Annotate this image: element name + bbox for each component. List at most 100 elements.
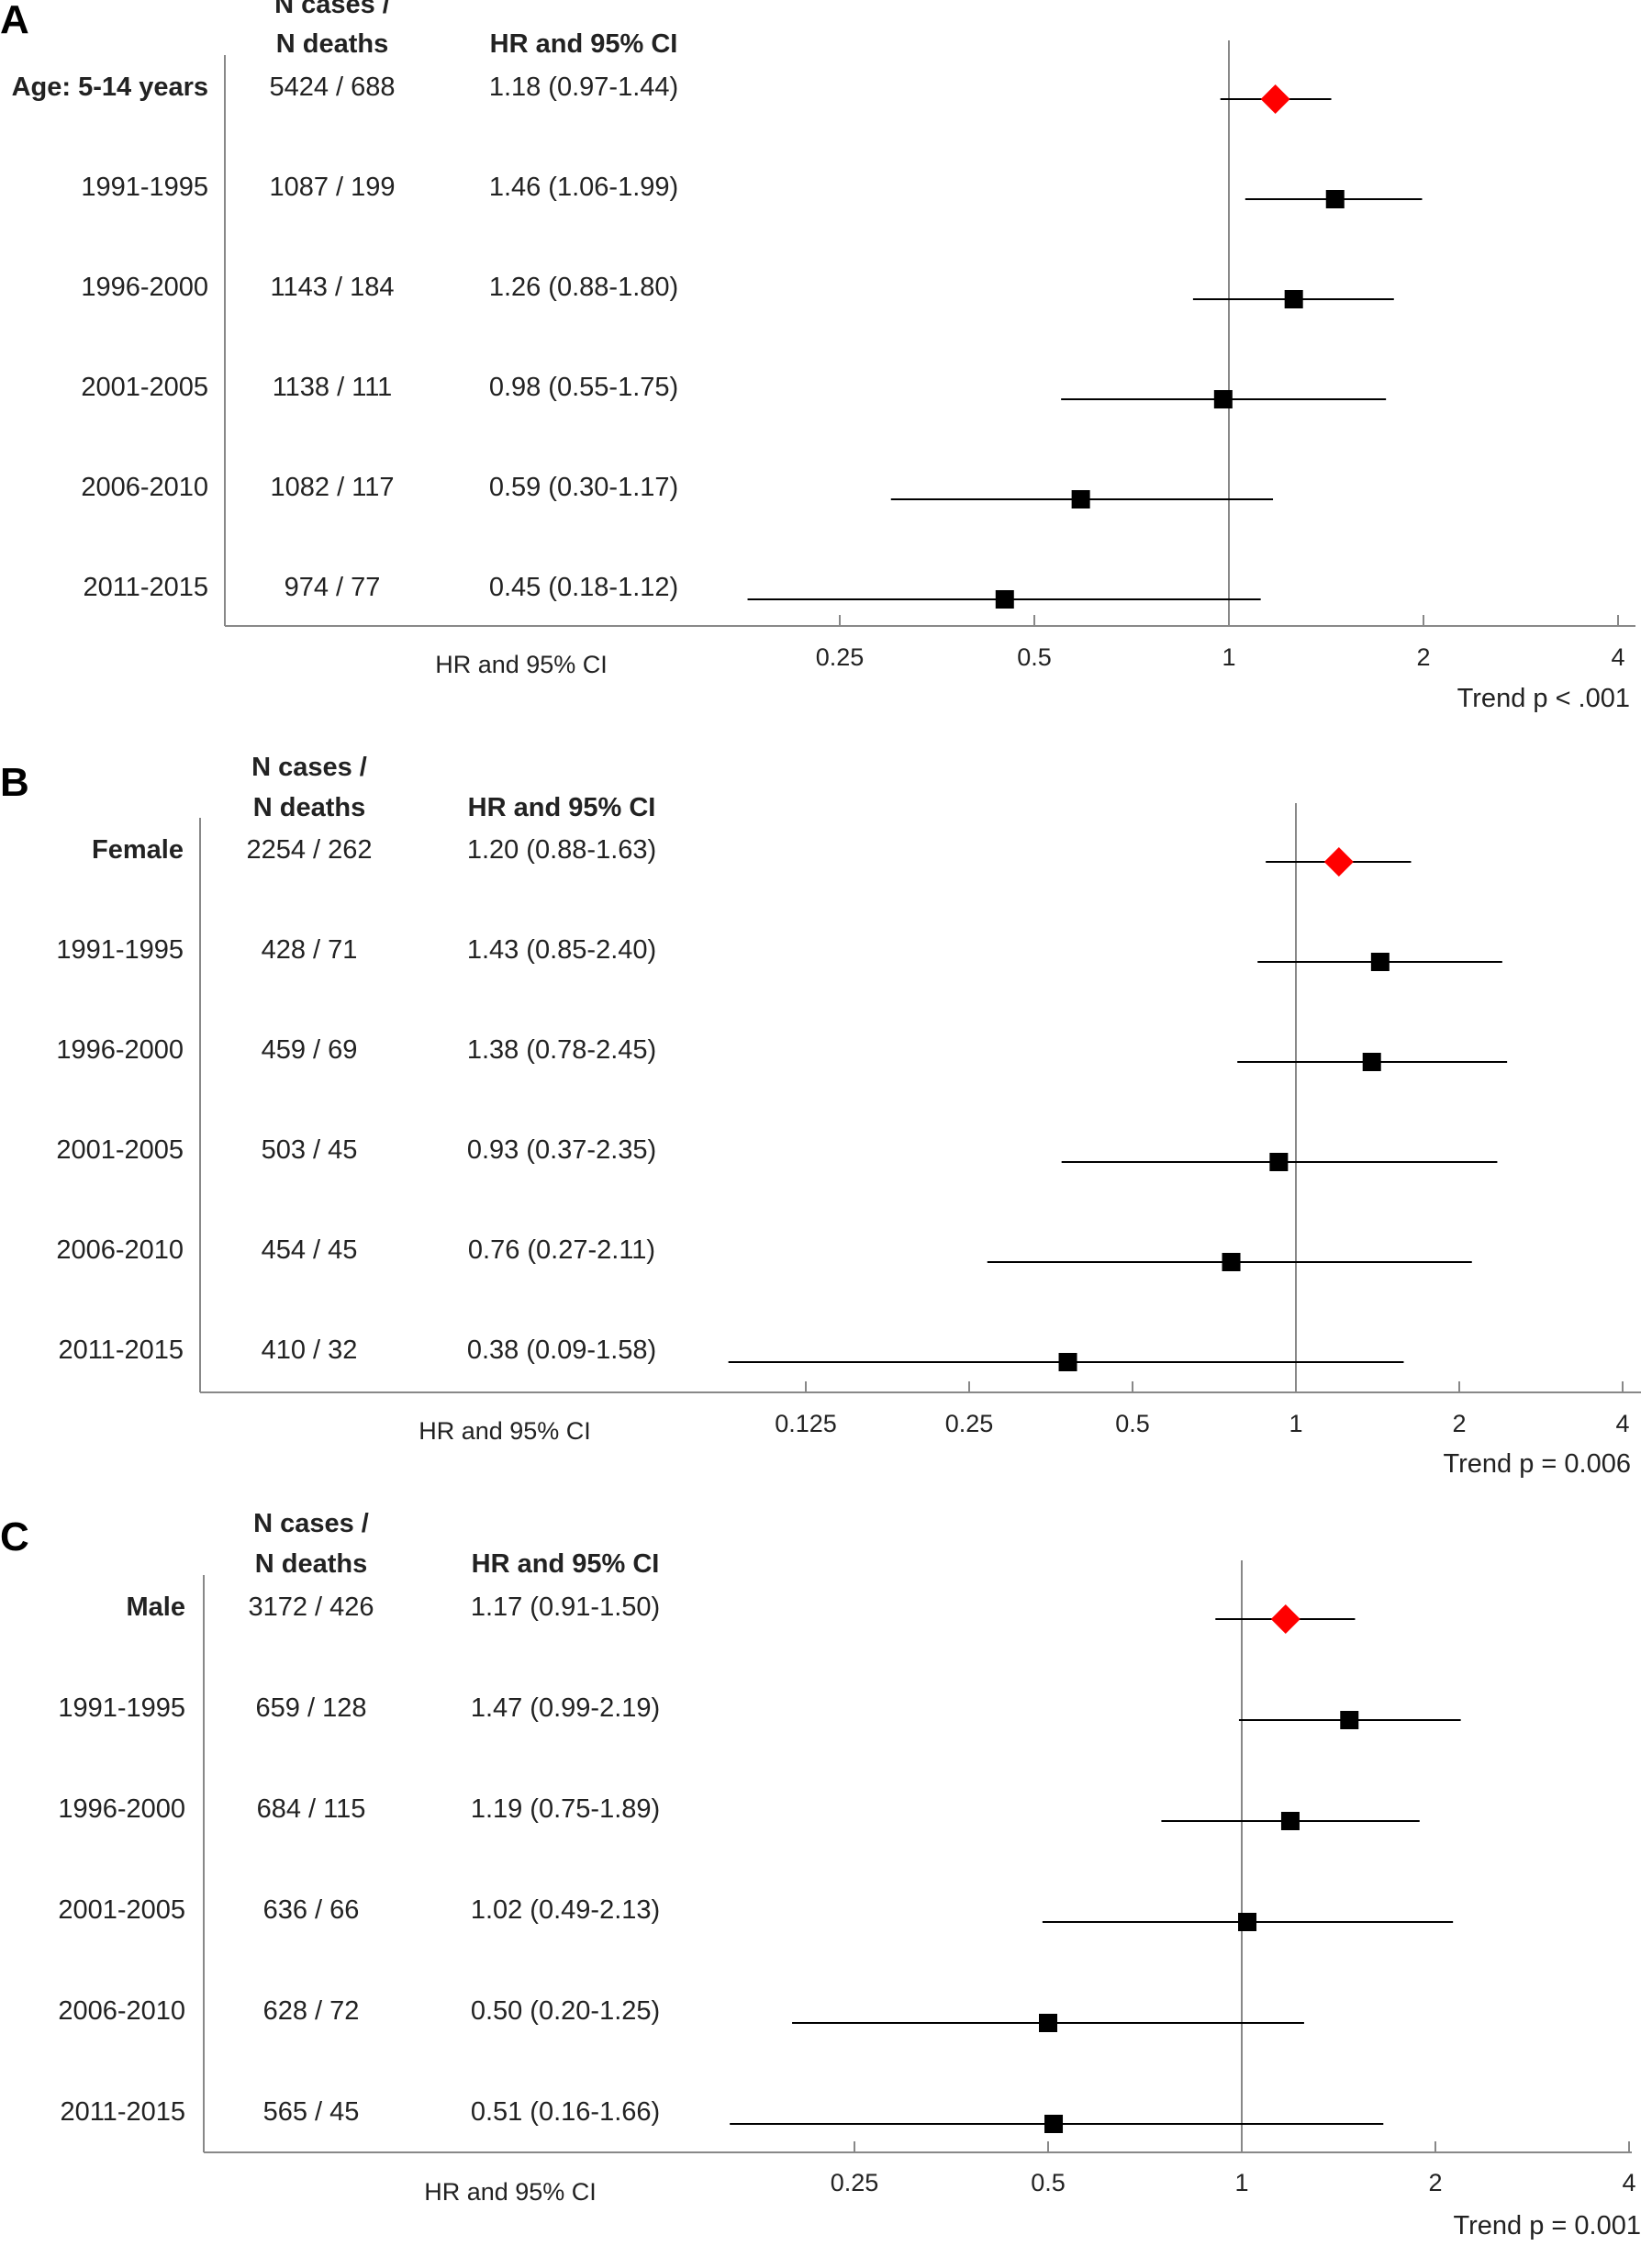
hr-ci-value: 1.20 (0.88-1.63) [467, 835, 656, 865]
hr-header: HR and 95% CI [472, 1549, 660, 1579]
hr-point-square [1269, 1153, 1289, 1171]
panel-letter: A [0, 0, 29, 42]
trend-p-value: Trend p = 0.006 [1444, 1449, 1632, 1479]
row-label: 1996-2000 [81, 273, 208, 302]
hr-point-square [1058, 1353, 1077, 1371]
x-tick-label: 0.5 [1017, 643, 1052, 671]
cases-deaths-value: 503 / 45 [262, 1135, 358, 1165]
hr-ci-value: 0.50 (0.20-1.25) [471, 1996, 660, 2026]
hr-ci-value: 0.59 (0.30-1.17) [489, 473, 678, 502]
row-label: 1996-2000 [58, 1794, 185, 1824]
cases-deaths-value: 428 / 71 [262, 935, 358, 965]
panel-letter: C [0, 1514, 29, 1559]
hr-point-square [1071, 490, 1090, 508]
x-tick-label: 1 [1289, 1410, 1302, 1437]
x-tick-label: 4 [1622, 2169, 1635, 2196]
row-label: 2006-2010 [81, 473, 208, 502]
x-tick-label: 0.25 [831, 2169, 879, 2196]
hr-ci-value: 1.43 (0.85-2.40) [467, 935, 656, 965]
x-axis-caption: HR and 95% CI [424, 2178, 597, 2206]
x-tick-label: 0.25 [816, 643, 865, 671]
hr-point-square [995, 590, 1014, 609]
panel-b: B N cases / N deaths HR and 95% CI 0.125 0.25… [0, 753, 1641, 1479]
x-tick-label: 0.125 [775, 1410, 837, 1437]
x-tick-label: 0.5 [1115, 1410, 1150, 1437]
overall-hr-diamond [1260, 84, 1290, 114]
x-tick-label: 0.5 [1031, 2169, 1066, 2196]
cases-header-line-1: N cases / [274, 0, 390, 19]
cases-deaths-value: 1087 / 199 [269, 173, 395, 202]
trend-p-value: Trend p < .001 [1457, 684, 1630, 713]
cases-header-line-2: N deaths [253, 793, 365, 822]
x-axis-caption: HR and 95% CI [419, 1417, 591, 1445]
hr-ci-value: 0.76 (0.27-2.11) [468, 1235, 655, 1265]
hr-ci-value: 0.93 (0.37-2.35) [467, 1135, 656, 1165]
trend-p-value: Trend p = 0.001 [1454, 2211, 1642, 2240]
row-label: 1991-1995 [56, 935, 184, 965]
panel-a: A N cases / N deaths HR and 95% CI 0.25 0.5 1 2… [0, 0, 1635, 713]
hr-point-square [1325, 190, 1345, 208]
hr-header: HR and 95% CI [490, 29, 678, 59]
x-tick-label: 1 [1234, 2169, 1248, 2196]
x-tick-label: 1 [1222, 643, 1235, 671]
cases-deaths-value: 410 / 32 [262, 1335, 358, 1365]
cases-deaths-value: 3172 / 426 [248, 1592, 374, 1622]
hr-point-square [1044, 2115, 1064, 2133]
cases-deaths-value: 1082 / 117 [271, 473, 395, 502]
hr-ci-value: 1.46 (1.06-1.99) [489, 173, 678, 202]
panel-letter: B [0, 760, 29, 805]
panel-c: C N cases / N deaths HR and 95% CI 0.25 0.5 1 2… [0, 1509, 1641, 2240]
hr-point-square [1039, 2014, 1057, 2032]
x-tick-label: 2 [1428, 2169, 1442, 2196]
hr-ci-value: 0.98 (0.55-1.75) [489, 373, 678, 402]
hr-point-square [1222, 1253, 1241, 1271]
cases-header-line-1: N cases / [251, 753, 367, 782]
row-label: 2001-2005 [58, 1895, 185, 1925]
overall-hr-diamond [1323, 847, 1354, 877]
hr-ci-value: 1.19 (0.75-1.89) [471, 1794, 660, 1824]
hr-header: HR and 95% CI [468, 793, 656, 822]
row-label: 2006-2010 [56, 1235, 184, 1265]
overall-hr-diamond [1270, 1604, 1300, 1634]
hr-ci-value: 1.47 (0.99-2.19) [471, 1693, 660, 1723]
cases-deaths-value: 659 / 128 [256, 1693, 367, 1723]
hr-point-square [1280, 1812, 1300, 1830]
row-label: 2001-2005 [56, 1135, 184, 1165]
row-label: 2006-2010 [58, 1996, 185, 2026]
overall-row-label: Female [92, 835, 184, 865]
row-label: 2001-2005 [81, 373, 208, 402]
row-label: 1991-1995 [81, 173, 208, 202]
hr-point-square [1340, 1711, 1359, 1729]
x-tick-label: 4 [1615, 1410, 1629, 1437]
hr-ci-value: 1.26 (0.88-1.80) [489, 273, 678, 302]
cases-deaths-value: 1138 / 111 [273, 373, 393, 402]
x-tick-label: 4 [1611, 643, 1624, 671]
cases-deaths-value: 459 / 69 [262, 1035, 358, 1065]
cases-header-line-2: N deaths [276, 29, 388, 59]
cases-deaths-value: 636 / 66 [263, 1895, 360, 1925]
hr-ci-value: 1.38 (0.78-2.45) [467, 1035, 656, 1065]
row-label: 2011-2015 [83, 573, 208, 602]
hr-ci-value: 1.17 (0.91-1.50) [471, 1592, 660, 1622]
cases-deaths-value: 684 / 115 [257, 1794, 366, 1824]
hr-ci-value: 0.51 (0.16-1.66) [471, 2097, 660, 2127]
x-axis-caption: HR and 95% CI [435, 651, 608, 678]
cases-deaths-value: 974 / 77 [285, 573, 381, 602]
hr-point-square [1213, 390, 1233, 408]
x-tick-label: 2 [1416, 643, 1430, 671]
x-tick-label: 2 [1452, 1410, 1466, 1437]
hr-ci-value: 1.18 (0.97-1.44) [489, 73, 678, 102]
x-tick-label: 0.25 [945, 1410, 994, 1437]
cases-deaths-value: 1143 / 184 [271, 273, 395, 302]
row-label: 2011-2015 [60, 2097, 185, 2127]
row-label: 1991-1995 [58, 1693, 185, 1723]
cases-header-line-1: N cases / [253, 1509, 369, 1538]
cases-header-line-2: N deaths [255, 1549, 367, 1579]
cases-deaths-value: 2254 / 262 [246, 835, 372, 865]
cases-deaths-value: 565 / 45 [263, 2097, 360, 2127]
overall-row-label: Male [127, 1592, 185, 1622]
hr-point-square [1284, 290, 1303, 308]
hr-point-square [1238, 1913, 1257, 1931]
row-label: 1996-2000 [56, 1035, 184, 1065]
